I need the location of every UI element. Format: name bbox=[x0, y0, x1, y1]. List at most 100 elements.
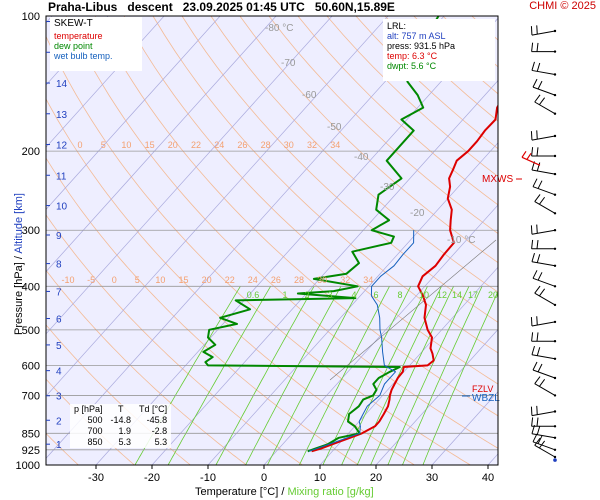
adiabat-label-mid: 24 bbox=[248, 275, 258, 285]
adiabat-label-mid: 32 bbox=[340, 275, 350, 285]
adiabat-label-mid: -5 bbox=[87, 275, 95, 285]
wind-barb-dot bbox=[553, 172, 557, 176]
wind-barb-dot bbox=[553, 394, 557, 397]
wind-barb-staff bbox=[534, 201, 556, 214]
altitude-tick-label: 12 bbox=[56, 141, 68, 152]
profile-datetime: 23.09.2025 01:45 UTC bbox=[182, 0, 305, 14]
lrl-box: LRL: alt: 757 m ASL press: 931.5 hPa tem… bbox=[383, 19, 495, 81]
wind-barb-dot bbox=[553, 410, 557, 413]
x-tick-label: 30 bbox=[426, 472, 438, 484]
wind-barb-flag bbox=[534, 376, 541, 384]
wind-barb-flag bbox=[537, 435, 543, 445]
wind-barb-flag bbox=[537, 363, 543, 373]
wind-barb-staff bbox=[531, 135, 556, 141]
pressure-tick-label: 100 bbox=[22, 11, 40, 23]
wind-barb-flag bbox=[538, 440, 546, 449]
legend-title: SKEW-T bbox=[54, 18, 93, 29]
plot-frame bbox=[45, 15, 499, 466]
dry-adiabat bbox=[181, 16, 498, 323]
x-tick-label: 0 bbox=[261, 472, 267, 484]
mixing-ratio-label: 17 bbox=[468, 290, 478, 300]
wind-barb-dot bbox=[553, 229, 557, 232]
dry-adiabat bbox=[501, 16, 600, 465]
table-cell: 500 bbox=[87, 415, 103, 425]
adiabat-label-top: 32 bbox=[307, 140, 317, 150]
isotherm bbox=[46, 16, 277, 273]
plot-background bbox=[46, 16, 498, 465]
isotherm bbox=[375, 328, 498, 465]
wind-barb bbox=[532, 361, 557, 380]
wind-barb-staff bbox=[534, 444, 556, 458]
wind-barb-flag bbox=[534, 94, 541, 103]
profile-mode: descent bbox=[127, 0, 173, 14]
pressure-tick-label: 925 bbox=[22, 445, 40, 457]
wind-barb-dot bbox=[553, 73, 557, 76]
wind-barb-dot bbox=[553, 93, 557, 97]
pressure-tick-label: 200 bbox=[22, 146, 40, 158]
table-cell: 5.3 bbox=[118, 437, 132, 447]
x-tick-label: 10 bbox=[314, 472, 326, 484]
dry-adiabat bbox=[268, 16, 498, 235]
altitude-tick-label: 2 bbox=[56, 416, 62, 427]
wind-barb-flag bbox=[536, 405, 538, 415]
table-header: Td [°C] bbox=[139, 404, 168, 414]
wind-barb-flag bbox=[532, 178, 538, 187]
isotherm-label: -60 bbox=[302, 90, 317, 101]
wind-barb-dot bbox=[553, 320, 557, 324]
dry-adiabat bbox=[152, 16, 498, 354]
mixing-ratio-label: 14 bbox=[452, 290, 462, 300]
wind-barb bbox=[532, 78, 557, 97]
table-cell: -2.8 bbox=[151, 426, 168, 436]
y-axis-title-press: Pressure [hPa] bbox=[13, 262, 25, 335]
wind-barb-flag bbox=[537, 180, 543, 189]
wind-barb-dot bbox=[553, 376, 557, 380]
wind-barb-flag bbox=[536, 347, 541, 356]
wind-barb-dot bbox=[553, 212, 557, 215]
wbzl-label: WBZL bbox=[472, 393, 500, 404]
pressure-tick-label: 300 bbox=[22, 225, 40, 237]
pressure-tick-label: 500 bbox=[22, 325, 40, 337]
altitude-tick-label: 14 bbox=[56, 79, 68, 90]
wind-barb-flag bbox=[536, 42, 539, 52]
wind-barb-dot bbox=[553, 303, 557, 307]
wind-barb-staff bbox=[532, 186, 556, 196]
wind-barb-flag bbox=[534, 437, 541, 446]
wind-barb-flag bbox=[536, 162, 541, 172]
wind-barb-max bbox=[521, 150, 541, 166]
mixing-ratio-label: 1 bbox=[282, 290, 287, 300]
wind-barb-staff bbox=[531, 411, 556, 417]
isotherm bbox=[487, 453, 498, 465]
lrl-title: LRL: bbox=[387, 21, 407, 31]
isotherm-label: -20 bbox=[410, 208, 425, 219]
wind-barb-staff bbox=[521, 156, 541, 166]
wind-barb bbox=[531, 346, 557, 360]
mixing-ratio-label: 3 bbox=[327, 290, 332, 300]
wind-barb bbox=[534, 376, 557, 397]
wind-barb-dot bbox=[553, 436, 557, 439]
lrl-dwpt: dwpt: 5.6 °C bbox=[387, 61, 437, 71]
wind-barb-flag bbox=[531, 346, 535, 355]
wind-barb-dot bbox=[553, 247, 557, 250]
mixing-ratio-label: 4 bbox=[351, 290, 356, 300]
wind-barb-dot bbox=[553, 340, 557, 343]
x-tick-label: -10 bbox=[200, 472, 216, 484]
wind-barb-flag bbox=[532, 361, 538, 371]
wind-barb-staff bbox=[531, 425, 556, 427]
pressure-tick-label: 850 bbox=[22, 428, 40, 440]
wind-barb bbox=[531, 42, 557, 53]
wind-barb bbox=[531, 332, 557, 343]
wind-barb-dot bbox=[553, 425, 557, 428]
isotherm-label: -30 bbox=[380, 182, 395, 193]
table-row: 850 5.3 5.3 bbox=[70, 437, 171, 448]
wind-barb-staff bbox=[531, 354, 556, 360]
wind-barb-flag bbox=[536, 332, 539, 342]
isotherm-label: -10 °C bbox=[447, 235, 475, 246]
adiabat-label-top: 24 bbox=[214, 140, 224, 150]
wind-barb-flag bbox=[531, 42, 534, 52]
wind-barb bbox=[530, 130, 557, 141]
adiabat-label-mid: 28 bbox=[294, 275, 304, 285]
adiabat-label-top: 28 bbox=[261, 140, 271, 150]
wind-barb-flag bbox=[538, 196, 546, 205]
lrl-alt: alt: 757 m ASL bbox=[387, 31, 446, 41]
wind-barb-flag bbox=[537, 80, 543, 90]
